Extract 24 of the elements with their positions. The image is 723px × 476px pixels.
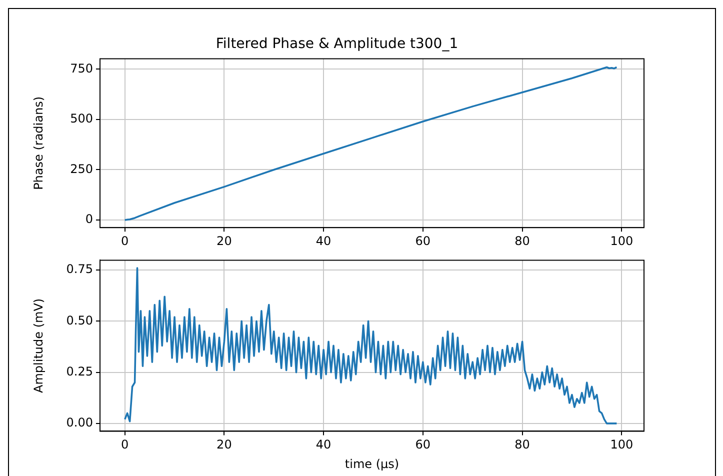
y-axis-title: Amplitude (mV) — [31, 298, 46, 393]
y-tick-label: 0.50 — [66, 313, 93, 328]
y-tick-label: 500 — [70, 112, 93, 126]
y-tick-label: 0 — [85, 212, 93, 226]
x-tick-label: 100 — [610, 438, 634, 452]
x-tick-label: 60 — [415, 234, 431, 248]
y-tick-label: 0.25 — [66, 364, 93, 378]
x-tick-label: 80 — [514, 438, 530, 452]
y-tick-label: 750 — [70, 61, 93, 76]
chart-title: Filtered Phase & Amplitude t300_1 — [216, 36, 458, 52]
x-tick-label: 60 — [415, 438, 431, 452]
x-tick-label: 0 — [121, 234, 129, 248]
y-axis-title: Phase (radians) — [31, 96, 46, 190]
x-tick-label: 40 — [316, 234, 332, 248]
x-tick-label: 100 — [610, 234, 634, 248]
x-axis-title: time (μs) — [344, 456, 400, 471]
x-tick-label: 20 — [216, 438, 232, 452]
x-tick-label: 20 — [216, 234, 232, 248]
x-tick-label: 0 — [121, 438, 129, 452]
x-tick-label: 40 — [316, 438, 332, 452]
y-tick-label: 0.00 — [66, 416, 93, 430]
y-tick-label: 250 — [70, 162, 93, 176]
x-tick-label: 80 — [514, 234, 530, 248]
y-tick-label: 0.75 — [66, 262, 93, 276]
